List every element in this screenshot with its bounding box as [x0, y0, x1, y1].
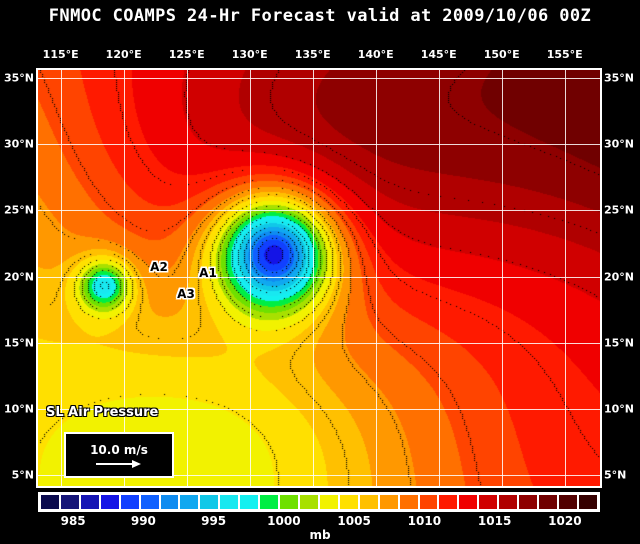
colorbar-tick-995: 995	[201, 514, 227, 528]
gridline-vertical	[501, 70, 503, 486]
gridline-horizontal	[38, 144, 600, 146]
storm-label-a3: A3	[177, 287, 195, 301]
gridline-horizontal	[38, 210, 600, 212]
lat-tick-20-left: 20°N	[3, 270, 34, 284]
lat-tick-15-left: 15°N	[3, 336, 34, 350]
lon-tick-120: 120°E	[105, 48, 142, 61]
colorbar-tick-1020: 1020	[548, 514, 582, 528]
gridline-horizontal	[38, 276, 600, 278]
colorbar-swatch-10	[239, 494, 260, 510]
lon-tick-145: 145°E	[420, 48, 457, 61]
lon-tick-155: 155°E	[546, 48, 583, 61]
colorbar-swatch-9	[219, 494, 240, 510]
colorbar-swatch-24	[518, 494, 539, 510]
gridline-vertical	[249, 70, 251, 486]
gridline-vertical	[186, 70, 188, 486]
gridline-vertical	[123, 70, 125, 486]
lat-tick-35-right: 35°N	[604, 71, 635, 85]
colorbar-swatch-13	[298, 494, 319, 510]
colorbar-swatch-8	[199, 494, 220, 510]
gridline-horizontal	[38, 475, 600, 477]
gridline-vertical	[312, 70, 314, 486]
colorbar-swatch-0	[40, 494, 60, 510]
gridline-horizontal	[38, 342, 600, 344]
colorbar-swatch-7	[179, 494, 200, 510]
lat-tick-15-right: 15°N	[604, 336, 635, 350]
colorbar-swatch-25	[538, 494, 558, 510]
lon-tick-135: 135°E	[294, 48, 331, 61]
page-title: FNMOC COAMPS 24-Hr Forecast valid at 200…	[48, 6, 592, 26]
colorbar-tick-1005: 1005	[337, 514, 371, 528]
storm-center-labels: A2 A1 A3	[38, 70, 600, 486]
colorbar-tick-1015: 1015	[477, 514, 512, 528]
colorbar-swatch-4	[119, 494, 140, 510]
colorbar-swatch-20	[438, 494, 459, 510]
lat-tick-10-right: 10°N	[604, 402, 635, 416]
field-caption: SL Air Pressure	[46, 405, 159, 420]
gridline-horizontal	[38, 409, 600, 411]
arrow-right-icon	[96, 459, 142, 468]
wind-scale-value: 10.0 m/s	[90, 442, 148, 457]
colorbar-tick-985: 985	[60, 514, 86, 528]
colorbar-swatch-18	[398, 494, 419, 510]
gridline-vertical	[438, 70, 440, 486]
pressure-colorbar	[38, 492, 600, 512]
map-gridlines	[38, 70, 600, 486]
colorbar-swatch-26	[557, 494, 578, 510]
gridline-vertical	[564, 70, 566, 486]
colorbar-swatch-3	[99, 494, 120, 510]
colorbar-swatch-15	[338, 494, 359, 510]
sea-level-pressure-field	[38, 70, 600, 486]
wind-scale-legend: 10.0 m/s	[64, 432, 174, 478]
lon-tick-130: 130°E	[231, 48, 268, 61]
gridline-vertical	[375, 70, 377, 486]
colorbar-swatch-6	[159, 494, 180, 510]
colorbar-unit-label: mb	[309, 528, 331, 542]
colorbar-tick-1000: 1000	[267, 514, 301, 528]
colorbar-swatch-22	[478, 494, 499, 510]
lat-tick-5-right: 5°N	[604, 468, 627, 482]
lon-tick-140: 140°E	[357, 48, 394, 61]
colorbar-swatch-21	[458, 494, 479, 510]
colorbar-tick-1010: 1010	[407, 514, 442, 528]
lat-tick-35-left: 35°N	[3, 71, 34, 85]
gridline-horizontal	[38, 77, 600, 79]
colorbar-swatch-1	[59, 494, 80, 510]
forecast-map-plot[interactable]: A2 A1 A3 SL Air Pressure 10.0 m/s	[38, 70, 600, 486]
storm-label-a2: A2	[150, 260, 168, 274]
colorbar-swatch-14	[318, 494, 339, 510]
lat-tick-20-right: 20°N	[604, 270, 635, 284]
lat-tick-25-left: 25°N	[3, 203, 34, 217]
colorbar-swatch-23	[498, 494, 519, 510]
colorbar-swatch-5	[139, 494, 160, 510]
lat-tick-10-left: 10°N	[3, 402, 34, 416]
lat-tick-30-left: 30°N	[3, 137, 34, 151]
lon-tick-115: 115°E	[42, 48, 79, 61]
lat-tick-5-left: 5°N	[11, 468, 34, 482]
lat-tick-30-right: 30°N	[604, 137, 635, 151]
colorbar-swatch-12	[279, 494, 299, 510]
lat-tick-25-right: 25°N	[604, 203, 635, 217]
lon-tick-150: 150°E	[483, 48, 520, 61]
colorbar-swatch-27	[577, 494, 598, 510]
colorbar-tick-990: 990	[130, 514, 156, 528]
storm-label-a1: A1	[199, 266, 217, 280]
colorbar-swatch-19	[418, 494, 439, 510]
colorbar-swatch-16	[358, 494, 379, 510]
lon-tick-125: 125°E	[168, 48, 205, 61]
colorbar-swatch-17	[378, 494, 399, 510]
colorbar-swatch-11	[259, 494, 280, 510]
gridline-vertical	[60, 70, 62, 486]
colorbar-swatch-2	[79, 494, 100, 510]
